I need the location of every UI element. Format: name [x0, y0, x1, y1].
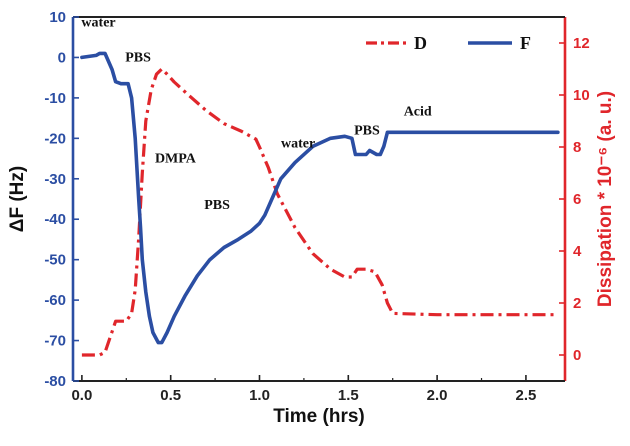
annotation-label: PBS — [125, 51, 151, 66]
x-tick-label: 1.0 — [249, 387, 270, 404]
y-axis-right-title: Dissipation * 10⁻⁶ (a. u.) — [595, 91, 616, 307]
y-left-tick-label: -20 — [44, 130, 66, 147]
y-left-tick-label: 0 — [58, 49, 66, 66]
annotation-label: water — [81, 15, 115, 30]
series — [80, 51, 560, 357]
y-left-tick-label: -50 — [44, 252, 66, 269]
annotations: water PBS DMPA PBS water PBS Acid — [81, 15, 431, 213]
y-right-tick-label: 8 — [573, 139, 581, 156]
y-right-tick-label: 6 — [573, 191, 581, 208]
y-left-tick-label: -60 — [44, 292, 66, 309]
x-tick-label: 0.0 — [71, 387, 92, 404]
axes — [71, 16, 567, 382]
y-left-tick-label: -80 — [44, 373, 66, 390]
x-tick-label: 0.5 — [160, 387, 181, 404]
x-tick-label: 2.5 — [515, 387, 536, 404]
annotation-label: DMPA — [155, 152, 197, 167]
y-left-tick-label: -10 — [44, 90, 66, 107]
y-right-tick-label: 0 — [573, 347, 581, 364]
y-left-tick-label: -70 — [44, 333, 66, 350]
series-f-line — [80, 51, 560, 345]
annotation-label: PBS — [204, 198, 230, 213]
ticks: 0.0 0.5 1.0 1.5 2.0 2.5 10 0 -10 -20 -30 -40 -50 -60 -… — [44, 9, 589, 404]
series-d-line — [81, 67, 558, 357]
y-right-tick-label: 2 — [573, 295, 581, 312]
legend-d-label: D — [414, 33, 427, 53]
annotation-label: water — [281, 137, 315, 152]
legend-f-label: F — [520, 33, 531, 53]
y-left-tick-label: -40 — [44, 211, 66, 228]
annotation-label: Acid — [404, 104, 432, 119]
y-right-tick-label: 10 — [573, 87, 590, 104]
y-right-tick-label: 4 — [573, 243, 582, 260]
y-right-tick-label: 12 — [573, 35, 590, 52]
y-left-tick-label: -30 — [44, 171, 66, 188]
annotation-label: PBS — [354, 124, 380, 139]
x-axis-title: Time (hrs) — [273, 406, 365, 427]
y-left-tick-label: 10 — [49, 9, 66, 26]
x-tick-label: 2.0 — [427, 387, 448, 404]
y-axis-left-title: ΔF (Hz) — [7, 166, 28, 232]
x-tick-label: 1.5 — [338, 387, 359, 404]
legend: D F — [366, 33, 531, 53]
